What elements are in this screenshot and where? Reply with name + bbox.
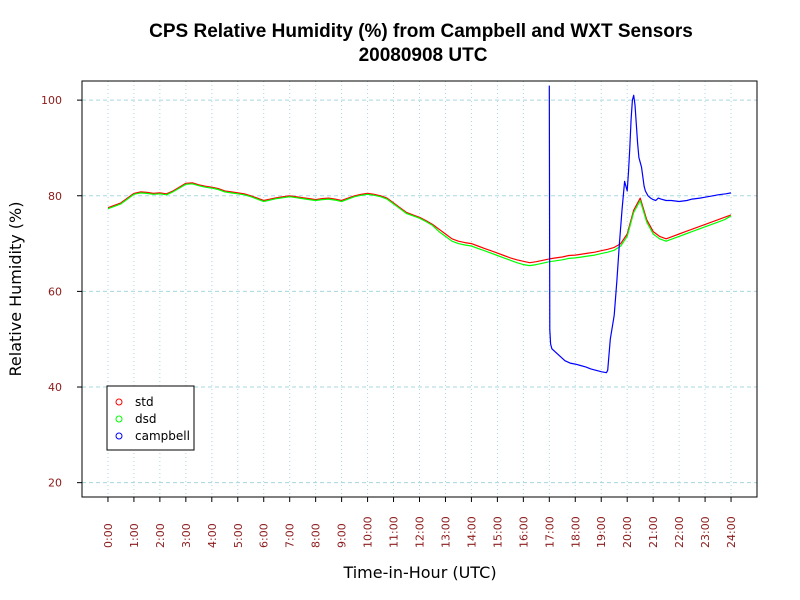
x-tick-label: 24:00 bbox=[725, 516, 738, 548]
x-tick-label: 15:00 bbox=[491, 516, 504, 548]
y-tick-label: 80 bbox=[48, 190, 62, 203]
x-tick-label: 12:00 bbox=[414, 516, 427, 548]
x-tick-label: 9:00 bbox=[336, 523, 349, 548]
x-tick-label: 7:00 bbox=[284, 523, 297, 548]
x-tick-label: 1:00 bbox=[128, 523, 141, 548]
legend-marker-std bbox=[115, 398, 123, 406]
chart-title: CPS Relative Humidity (%) from Campbell … bbox=[149, 21, 693, 42]
x-tick-label: 20:00 bbox=[621, 516, 634, 548]
y-tick-label: 40 bbox=[48, 381, 62, 394]
x-tick-label: 19:00 bbox=[595, 516, 608, 548]
series-line-campbell bbox=[548, 85, 732, 374]
x-tick-label: 21:00 bbox=[647, 516, 660, 548]
x-tick-label: 14:00 bbox=[465, 516, 478, 548]
legend-label-campbell: campbell bbox=[135, 429, 190, 443]
x-tick-label: 16:00 bbox=[517, 516, 530, 548]
x-tick-label: 4:00 bbox=[206, 523, 219, 548]
legend-marker-campbell bbox=[115, 432, 123, 440]
x-tick-label: 0:00 bbox=[102, 523, 115, 548]
x-tick-label: 5:00 bbox=[232, 523, 245, 548]
y-tick-label: 100 bbox=[41, 94, 62, 107]
legend-marker-dsd bbox=[115, 415, 123, 423]
x-tick-label: 18:00 bbox=[569, 516, 582, 548]
x-tick-label: 8:00 bbox=[310, 523, 323, 548]
x-tick-label: 22:00 bbox=[673, 516, 686, 548]
x-tick-label: 2:00 bbox=[154, 523, 167, 548]
legend-label-dsd: dsd bbox=[135, 412, 157, 426]
x-tick-label: 17:00 bbox=[543, 516, 556, 548]
x-tick-label: 23:00 bbox=[699, 516, 712, 548]
x-tick-label: 10:00 bbox=[362, 516, 375, 548]
y-tick-label: 60 bbox=[48, 285, 62, 298]
chart-subtitle: 20080908 UTC bbox=[359, 45, 488, 66]
axis-ticks: 20 40 60 80 100 0:00 1:00 2:00 3:00 4:00 5:00 6:00 7… bbox=[41, 94, 738, 548]
legend: std dsd campbell bbox=[106, 385, 195, 451]
x-tick-label: 11:00 bbox=[388, 516, 401, 548]
x-tick-label: 3:00 bbox=[180, 523, 193, 548]
grid bbox=[82, 81, 757, 497]
series-lines bbox=[107, 85, 732, 374]
legend-label-std: std bbox=[135, 395, 154, 409]
plot-frame bbox=[81, 80, 758, 498]
x-tick-label: 13:00 bbox=[439, 516, 452, 548]
x-tick-label: 6:00 bbox=[258, 523, 271, 548]
x-axis-label: Time-in-Hour (UTC) bbox=[342, 563, 496, 582]
y-tick-label: 20 bbox=[48, 477, 62, 490]
y-axis-label: Relative Humidity (%) bbox=[6, 202, 25, 377]
series-line-std bbox=[107, 182, 732, 264]
series-line-dsd bbox=[107, 183, 732, 267]
